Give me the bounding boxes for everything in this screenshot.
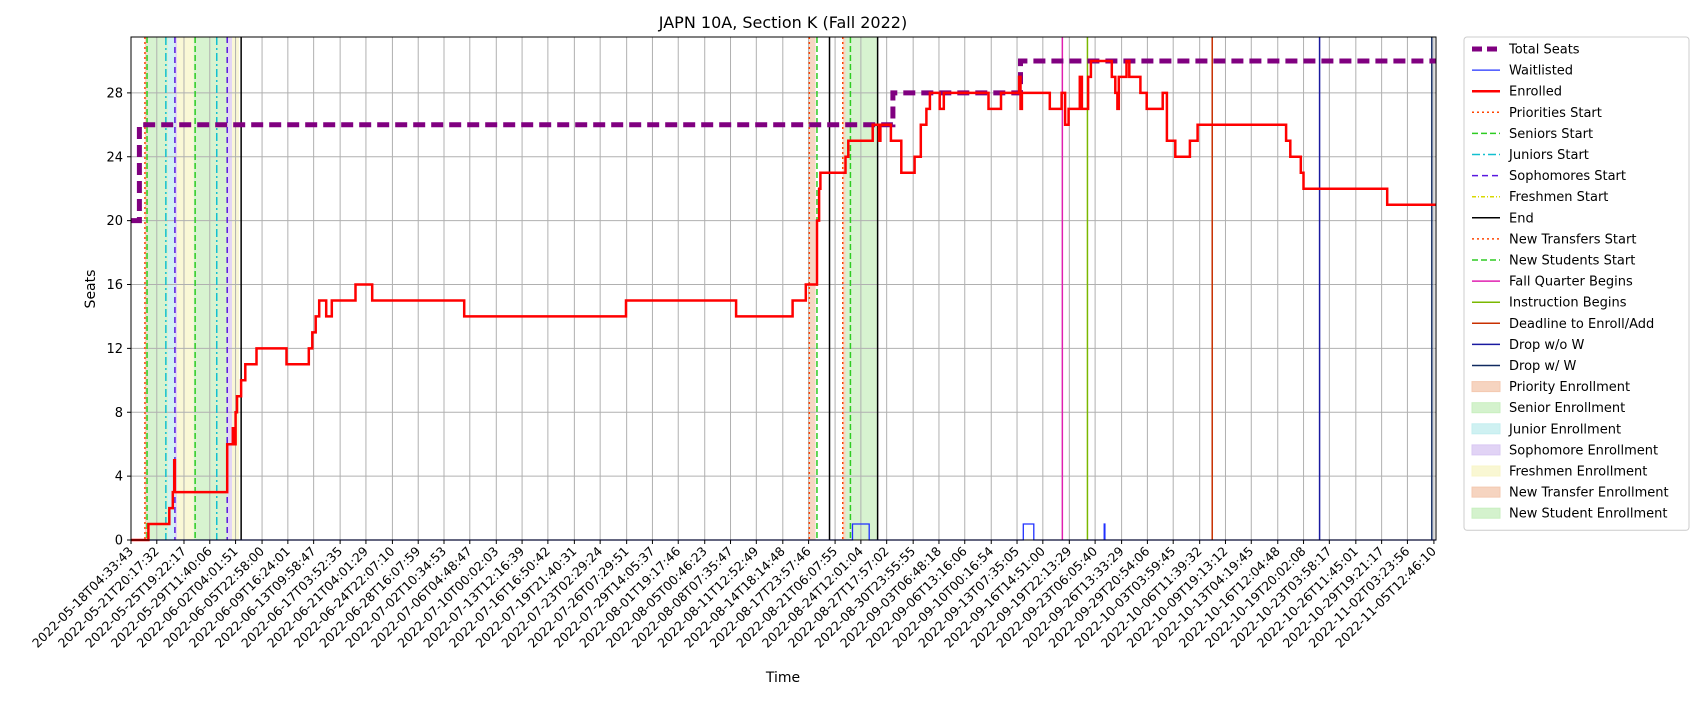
y-axis-label: Seats xyxy=(83,270,99,309)
legend-label-1: Waitlisted xyxy=(1509,64,1573,79)
legend-label-18: Junior Enrollment xyxy=(1508,422,1621,437)
legend-label-20: Freshmen Enrollment xyxy=(1509,465,1647,480)
legend-label-2: Enrolled xyxy=(1509,85,1562,100)
legend-swatch-19 xyxy=(1471,444,1501,456)
legend-swatch-22 xyxy=(1471,507,1501,519)
legend-label-5: Juniors Start xyxy=(1508,148,1589,163)
x-axis-label: Time xyxy=(765,670,800,686)
legend-label-10: New Students Start xyxy=(1509,254,1635,269)
legend-label-19: Sophomore Enrollment xyxy=(1509,443,1658,458)
legend-label-8: End xyxy=(1509,211,1534,226)
legend-label-9: New Transfers Start xyxy=(1509,232,1636,247)
y-tick-label-1: 4 xyxy=(115,470,123,485)
legend-swatch-18 xyxy=(1471,423,1501,435)
legend-label-0: Total Seats xyxy=(1508,43,1580,58)
legend-label-7: Freshmen Start xyxy=(1509,190,1608,205)
y-tick-label-4: 16 xyxy=(106,278,123,293)
region-6 xyxy=(227,37,233,540)
grid xyxy=(130,37,1436,541)
region-9 xyxy=(842,37,846,540)
legend-swatch-17 xyxy=(1471,402,1501,414)
legend-frame xyxy=(1463,36,1690,531)
series-waitlisted xyxy=(131,523,1436,541)
legend-label-16: Priority Enrollment xyxy=(1509,380,1630,395)
y-tick-label-6: 24 xyxy=(106,150,123,165)
legend-label-21: New Transfer Enrollment xyxy=(1509,486,1669,501)
x-axis-ticks: 2022-05-18T04:33:432022-05-21T20:17:3220… xyxy=(29,540,1439,651)
legend-label-12: Instruction Begins xyxy=(1509,296,1627,311)
legend-swatch-21 xyxy=(1471,486,1501,498)
legend-swatch-16 xyxy=(1471,381,1501,393)
chart-title: JAPN 10A, Section K (Fall 2022) xyxy=(658,13,907,32)
y-tick-label-5: 20 xyxy=(106,214,123,229)
region-2 xyxy=(167,37,175,540)
legend-label-15: Drop w/ W xyxy=(1509,359,1577,374)
legend-label-11: Fall Quarter Begins xyxy=(1509,275,1633,290)
series-enrolled xyxy=(131,59,1436,542)
y-tick-label-2: 8 xyxy=(115,406,123,421)
y-tick-label-3: 12 xyxy=(106,342,123,357)
shaded-regions xyxy=(144,37,877,540)
series-lines xyxy=(131,58,1436,542)
legend-label-13: Deadline to Enroll/Add xyxy=(1509,317,1654,332)
region-5 xyxy=(193,37,228,540)
region-1 xyxy=(147,37,168,540)
legend-label-3: Priorities Start xyxy=(1509,106,1602,121)
region-3 xyxy=(174,37,178,540)
region-0 xyxy=(144,37,148,540)
legend-label-4: Seniors Start xyxy=(1509,127,1593,142)
series-total-seats xyxy=(131,58,1436,224)
event-lines xyxy=(144,37,1433,540)
region-4 xyxy=(177,37,194,540)
legend-label-22: New Student Enrollment xyxy=(1509,507,1667,522)
legend-label-14: Drop w/o W xyxy=(1509,338,1585,353)
y-tick-label-7: 28 xyxy=(106,86,123,101)
y-axis-ticks: 0 4 8 12 16 20 24 28 xyxy=(106,86,131,549)
plot-frame xyxy=(130,36,1437,541)
legend-label-6: Sophomores Start xyxy=(1509,169,1626,184)
y-tick-label-0: 0 xyxy=(115,534,123,549)
region-8 xyxy=(809,37,816,540)
legend: Total Seats Waitlisted Enrolled Priorities … xyxy=(1463,36,1690,531)
legend-swatch-20 xyxy=(1471,465,1501,477)
legend-label-17: Senior Enrollment xyxy=(1509,401,1625,416)
